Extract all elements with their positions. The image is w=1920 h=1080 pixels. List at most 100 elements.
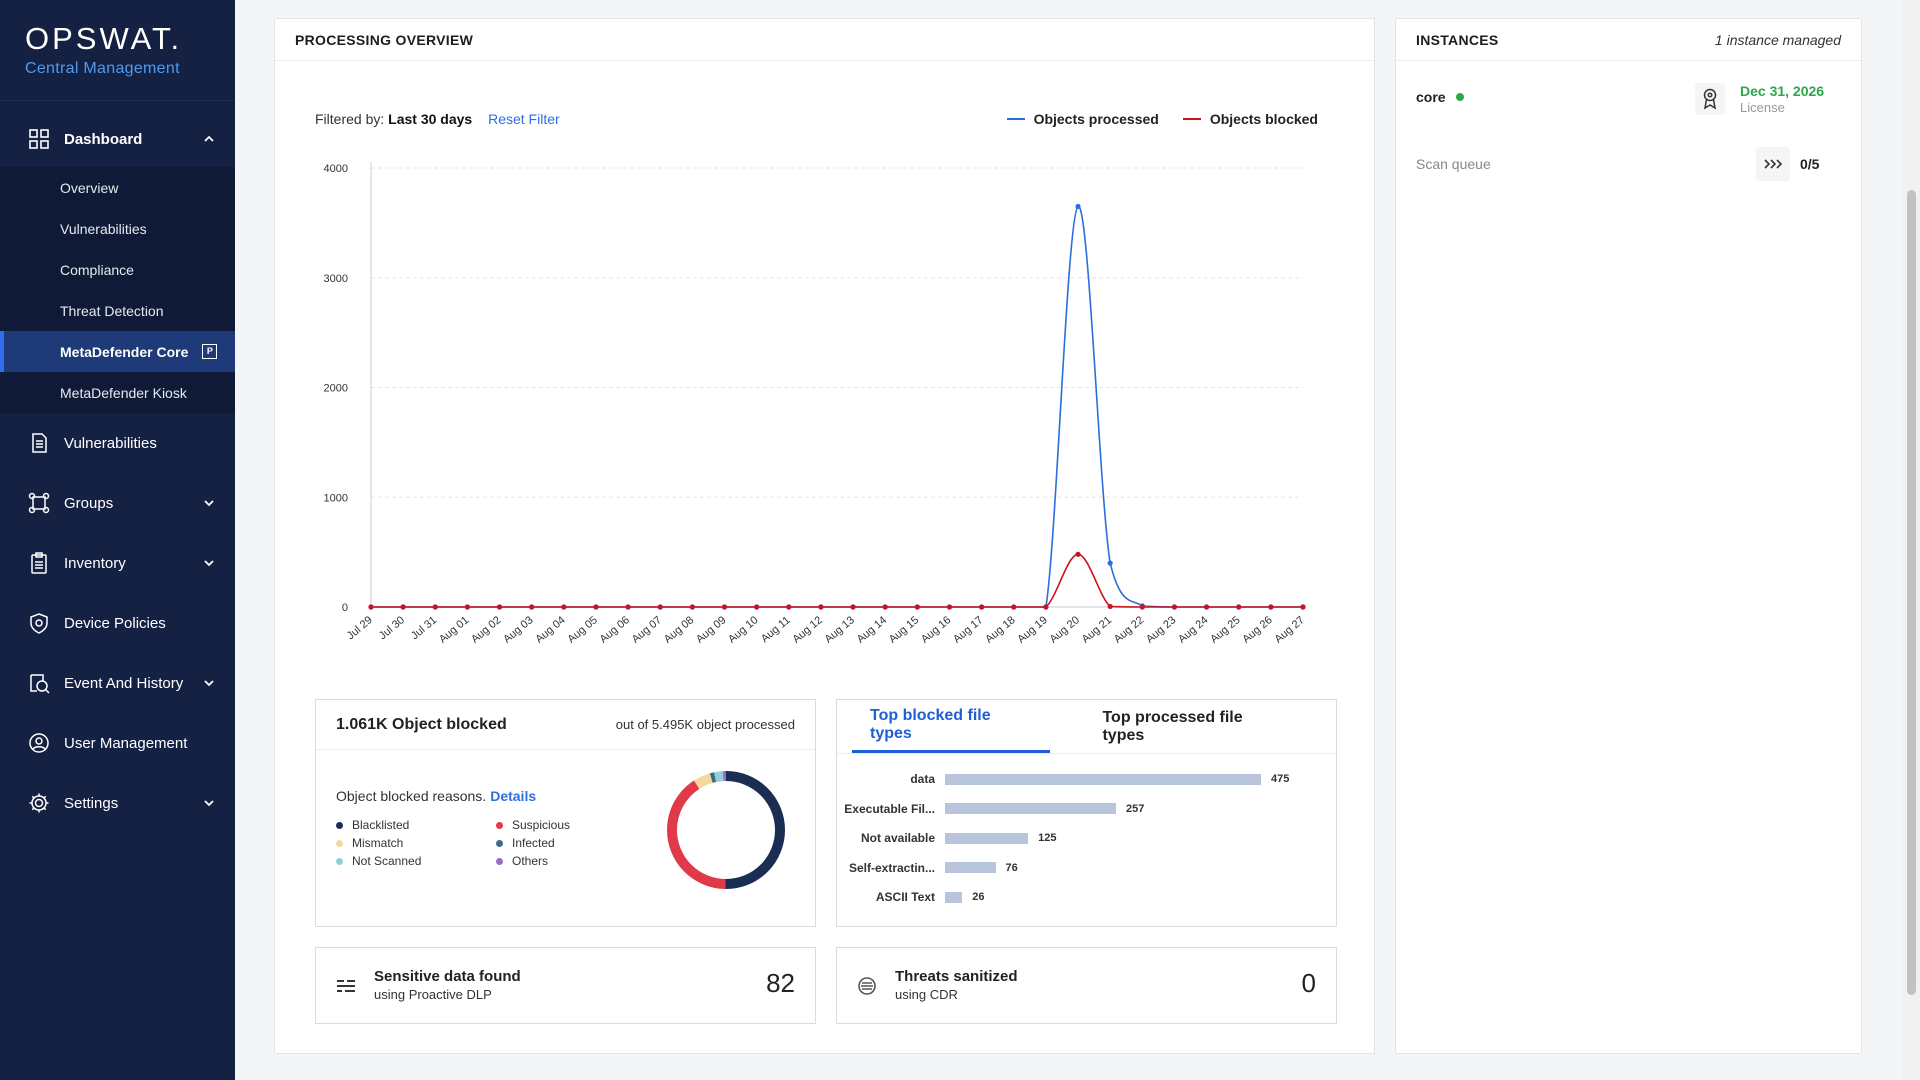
processing-overview-title: PROCESSING OVERVIEW <box>295 31 474 48</box>
point-blocked <box>946 604 953 610</box>
point-blocked <box>689 604 695 610</box>
instance-status-dot <box>1455 93 1464 101</box>
point-blocked <box>1107 603 1113 610</box>
file-type-bar[interactable] <box>945 891 963 903</box>
instances-header: INSTANCES 1 instance managed <box>1396 19 1861 61</box>
chevron-up-icon <box>204 135 214 142</box>
sidebar-item-vulnerabilities[interactable]: Vulnerabilities <box>0 413 235 473</box>
gear-icon <box>28 792 50 814</box>
sidebar-item-event-history[interactable]: Event And History <box>0 653 235 713</box>
reason-label: Infected <box>512 836 555 850</box>
point-blocked <box>914 604 920 610</box>
x-tick-label: Aug 26 <box>1240 614 1274 646</box>
tab-top-processed[interactable]: Top processed file types <box>1102 708 1243 744</box>
sidebar-subitem-metadefender-core[interactable]: MetaDefender Core P <box>0 331 235 372</box>
x-tick-label: Aug 21 <box>1080 614 1114 646</box>
scan-queue-icon-box[interactable] <box>1756 147 1790 181</box>
filter-row: Filtered by: Last 30 days Reset Filter <box>315 111 560 127</box>
tab-top-blocked[interactable]: Top blocked file types <box>852 700 1051 753</box>
dashboard-submenu: Overview Vulnerabilities Compliance Thre… <box>0 167 235 413</box>
sidebar-subitem-threat-detection[interactable]: Threat Detection <box>60 302 164 319</box>
file-type-bar[interactable] <box>945 832 1029 844</box>
sidebar-item-settings[interactable]: Settings <box>0 773 235 833</box>
reason-dot <box>496 857 503 865</box>
scrollbar-thumb[interactable] <box>1907 190 1916 995</box>
license-date: Dec 31, 2026 <box>1740 83 1825 99</box>
chevron-down-icon <box>204 500 214 507</box>
sidebar-item-label: Settings <box>64 794 119 812</box>
blocked-reasons-donut <box>667 771 785 889</box>
sidebar-item-inventory[interactable]: Inventory <box>0 533 235 593</box>
logo[interactable]: OPSWAT. Central Management <box>0 0 235 101</box>
sidebar-item-device-policies[interactable]: Device Policies <box>0 593 235 653</box>
point-blocked <box>721 604 728 610</box>
file-type-bar[interactable] <box>945 803 1116 814</box>
sidebar-item-label: Dashboard <box>64 130 143 148</box>
reason-mismatch: Mismatch <box>336 836 403 850</box>
point-blocked <box>1011 604 1017 610</box>
reset-filter-link[interactable]: Reset Filter <box>488 111 560 127</box>
file-type-label: Self-extractin... <box>848 860 935 875</box>
dlp-card: Sensitive data found using Proactive DLP… <box>315 947 816 1024</box>
point-blocked <box>1300 604 1306 610</box>
file-type-label: data <box>910 772 935 786</box>
reason-infected: Infected <box>496 836 555 850</box>
series-line-blocked <box>370 553 1303 608</box>
sidebar-subitem-overview[interactable]: Overview <box>60 179 119 196</box>
sidebar-subitem-compliance[interactable]: Compliance <box>60 261 134 278</box>
x-tick-label: Aug 17 <box>951 614 985 646</box>
x-tick-label: Aug 03 <box>501 614 535 646</box>
x-tick-label: Aug 24 <box>1176 614 1210 646</box>
file-type-row: ASCII Text 26 <box>837 887 985 907</box>
card-header: PROCESSING OVERVIEW <box>275 19 1374 61</box>
sidebar-item-dashboard[interactable]: Dashboard <box>0 111 235 167</box>
file-type-value: 26 <box>972 891 985 903</box>
reason-others: Others <box>496 854 548 868</box>
reason-dot <box>336 839 343 847</box>
brand-name: OPSWAT. <box>25 21 183 56</box>
x-tick-label: Jul 30 <box>377 614 407 642</box>
groups-icon <box>28 492 50 514</box>
point-blocked <box>786 604 792 610</box>
point-blocked <box>625 604 631 610</box>
sidebar-subitem-metadefender-kiosk[interactable]: MetaDefender Kiosk <box>60 384 187 401</box>
blocked-count-title: 1.061K Object blocked <box>336 715 507 733</box>
document-icon <box>28 432 50 454</box>
instance-core[interactable]: core <box>1416 89 1464 105</box>
sidebar-item-user-management[interactable]: User Management <box>0 713 235 773</box>
details-link[interactable]: Details <box>490 788 537 804</box>
point-blocked <box>1075 551 1081 557</box>
legend-item-blocked[interactable]: Objects blocked <box>1182 111 1318 127</box>
page-scrollbar[interactable] <box>1903 0 1920 1080</box>
point-blocked <box>882 604 888 610</box>
legend-label: Objects processed <box>1033 111 1159 127</box>
sidebar-item-groups[interactable]: Groups <box>0 473 235 533</box>
chevron-down-icon <box>204 680 214 687</box>
blocked-summary-card: 1.061K Object blocked out of 5.495K obje… <box>315 699 816 927</box>
sidebar-subitem-vulnerabilities[interactable]: Vulnerabilities <box>60 220 147 237</box>
dlp-text: Sensitive data found using Proactive DLP <box>374 968 521 1002</box>
legend-item-processed[interactable]: Objects processed <box>1006 111 1159 127</box>
dlp-count: 82 <box>766 968 795 998</box>
reason-label: Others <box>512 854 549 868</box>
reason-label: Blacklisted <box>352 818 410 832</box>
blocked-summary-header: 1.061K Object blocked out of 5.495K obje… <box>316 700 815 750</box>
reason-label: Suspicious <box>512 818 571 832</box>
x-tick-label: Aug 06 <box>598 614 632 646</box>
x-tick-label: Aug 16 <box>919 614 953 646</box>
point-blocked <box>368 604 374 610</box>
point-blocked <box>1268 604 1274 610</box>
product-badge: P <box>202 344 218 359</box>
chevron-down-icon <box>204 800 214 807</box>
point-blocked <box>1236 604 1242 610</box>
file-type-row: Self-extractin... 76 <box>837 858 1018 878</box>
reason-suspicious: Suspicious <box>496 818 570 832</box>
cdr-count: 0 <box>1301 968 1316 998</box>
license-icon-box <box>1695 83 1725 115</box>
point-blocked <box>432 604 438 610</box>
point-blocked <box>464 604 471 610</box>
file-type-bar[interactable] <box>945 773 1261 785</box>
file-type-bar[interactable] <box>945 862 996 873</box>
x-tick-label: Aug 09 <box>694 614 728 646</box>
